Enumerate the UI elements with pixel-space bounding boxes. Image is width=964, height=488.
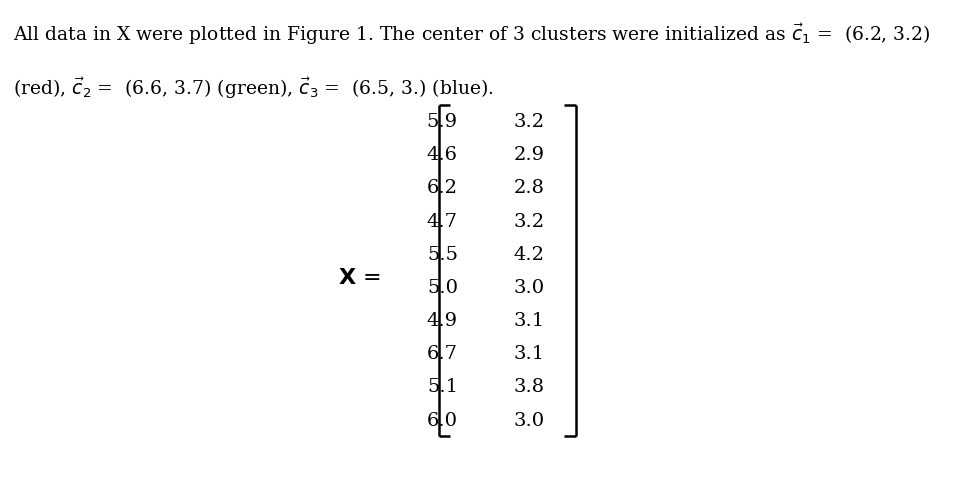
Text: 4.6: 4.6 (427, 146, 458, 164)
Text: 4.9: 4.9 (427, 312, 458, 330)
Text: 5.9: 5.9 (427, 113, 458, 131)
Text: 6.0: 6.0 (427, 412, 458, 429)
Text: 3.0: 3.0 (514, 279, 545, 297)
Text: 6.2: 6.2 (427, 180, 458, 197)
Text: 6.7: 6.7 (427, 346, 458, 363)
Text: All data in X were plotted in Figure 1. The center of 3 clusters were initialize: All data in X were plotted in Figure 1. … (13, 22, 929, 47)
Text: 5.1: 5.1 (427, 379, 458, 396)
Text: 4.7: 4.7 (427, 213, 458, 230)
Text: 3.0: 3.0 (514, 412, 545, 429)
Text: 3.1: 3.1 (514, 312, 545, 330)
Text: 3.1: 3.1 (514, 346, 545, 363)
Text: (red), $\vec{c}_2$ =  (6.6, 3.7) (green), $\vec{c}_3$ =  (6.5, 3.) (blue).: (red), $\vec{c}_2$ = (6.6, 3.7) (green),… (13, 76, 494, 101)
Text: 3.2: 3.2 (514, 113, 545, 131)
Text: 2.9: 2.9 (514, 146, 545, 164)
Text: 5.5: 5.5 (427, 246, 458, 264)
Text: 4.2: 4.2 (514, 246, 545, 264)
Text: $\mathbf{X}$ =: $\mathbf{X}$ = (338, 267, 381, 289)
Text: 3.2: 3.2 (514, 213, 545, 230)
Text: 5.0: 5.0 (427, 279, 458, 297)
Text: 2.8: 2.8 (514, 180, 545, 197)
Text: 3.8: 3.8 (514, 379, 545, 396)
